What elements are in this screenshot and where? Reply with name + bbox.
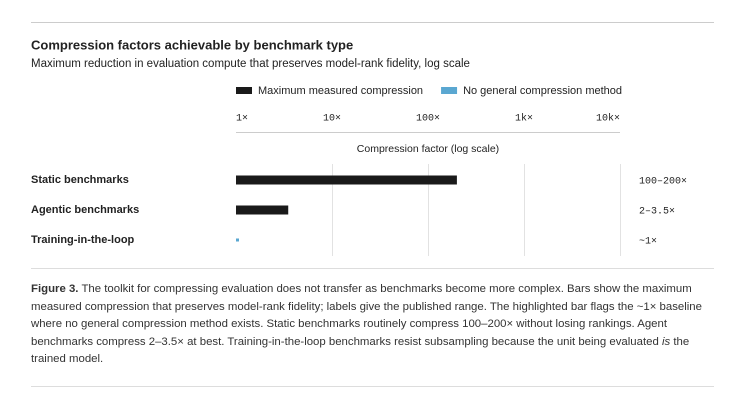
- caption-text: the trained model.: [31, 335, 690, 366]
- bar: [236, 205, 289, 215]
- x-tick-label: 1×: [236, 114, 248, 125]
- caption: Figure 3. The toolkit for compressing ev…: [31, 281, 717, 369]
- value-label: ~1×: [639, 237, 657, 248]
- value-label: 100–200×: [639, 177, 687, 188]
- chart-subtitle: Maximum reduction in evaluation compute …: [31, 58, 470, 70]
- chart-title: Compression factors achievable by benchm…: [31, 37, 353, 52]
- bar: [236, 175, 457, 185]
- y-tick-label: Static benchmarks: [31, 174, 129, 186]
- legend-label: Maximum measured compression: [258, 85, 423, 97]
- legend-label: No general compression method: [463, 85, 622, 97]
- x-tick-label: 1k×: [515, 113, 533, 125]
- caption-text: The toolkit for compressing evaluation d…: [31, 283, 702, 348]
- x-tick-label: 100×: [416, 114, 440, 125]
- legend-swatch: [441, 87, 458, 94]
- bar: [236, 238, 239, 242]
- caption-label: Figure 3.: [31, 283, 79, 295]
- value-label: 2–3.5×: [639, 207, 675, 218]
- x-axis-title: Compression factor (log scale): [357, 143, 499, 155]
- y-tick-label: Agentic benchmarks: [31, 204, 139, 216]
- x-tick-label: 10×: [323, 114, 341, 125]
- legend-swatch: [236, 87, 252, 94]
- y-tick-label: Training-in-the-loop: [31, 234, 135, 246]
- x-tick-label: 10k×: [596, 113, 620, 125]
- caption-emphasis: is: [661, 335, 671, 348]
